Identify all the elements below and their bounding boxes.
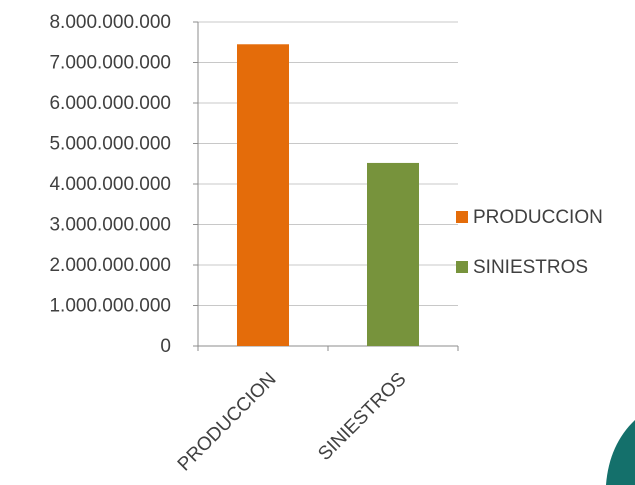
legend-swatch	[456, 261, 468, 273]
y-tick-label: 2.000.000.000	[49, 255, 171, 276]
tick-labels: 0 1.000.000.000 2.000.000.000 3.000.000.000…	[49, 12, 410, 475]
bar-produccion	[237, 44, 289, 347]
legend: PRODUCCION SINIESTROS	[456, 207, 603, 278]
y-tick-label: 4.000.000.000	[49, 174, 171, 195]
y-tick-label: 5.000.000.000	[49, 134, 171, 155]
y-tick-label: 7.000.000.000	[49, 53, 171, 74]
bars	[237, 44, 419, 347]
y-tick-label: 0	[160, 336, 171, 357]
corner-decoration-icon	[606, 420, 635, 485]
bar-siniestros	[367, 162, 419, 346]
y-tick-label: 1.000.000.000	[49, 296, 171, 317]
legend-swatch	[456, 211, 468, 223]
legend-label: PRODUCCION	[473, 207, 603, 228]
y-tick-label: 3.000.000.000	[49, 215, 171, 236]
legend-label: SINIESTROS	[473, 257, 588, 278]
x-tick-label: PRODUCCION	[174, 369, 281, 476]
y-tick-label: 8.000.000.000	[49, 12, 171, 33]
x-tick-label: SINIESTROS	[314, 369, 410, 465]
y-tick-label: 6.000.000.000	[49, 93, 171, 114]
